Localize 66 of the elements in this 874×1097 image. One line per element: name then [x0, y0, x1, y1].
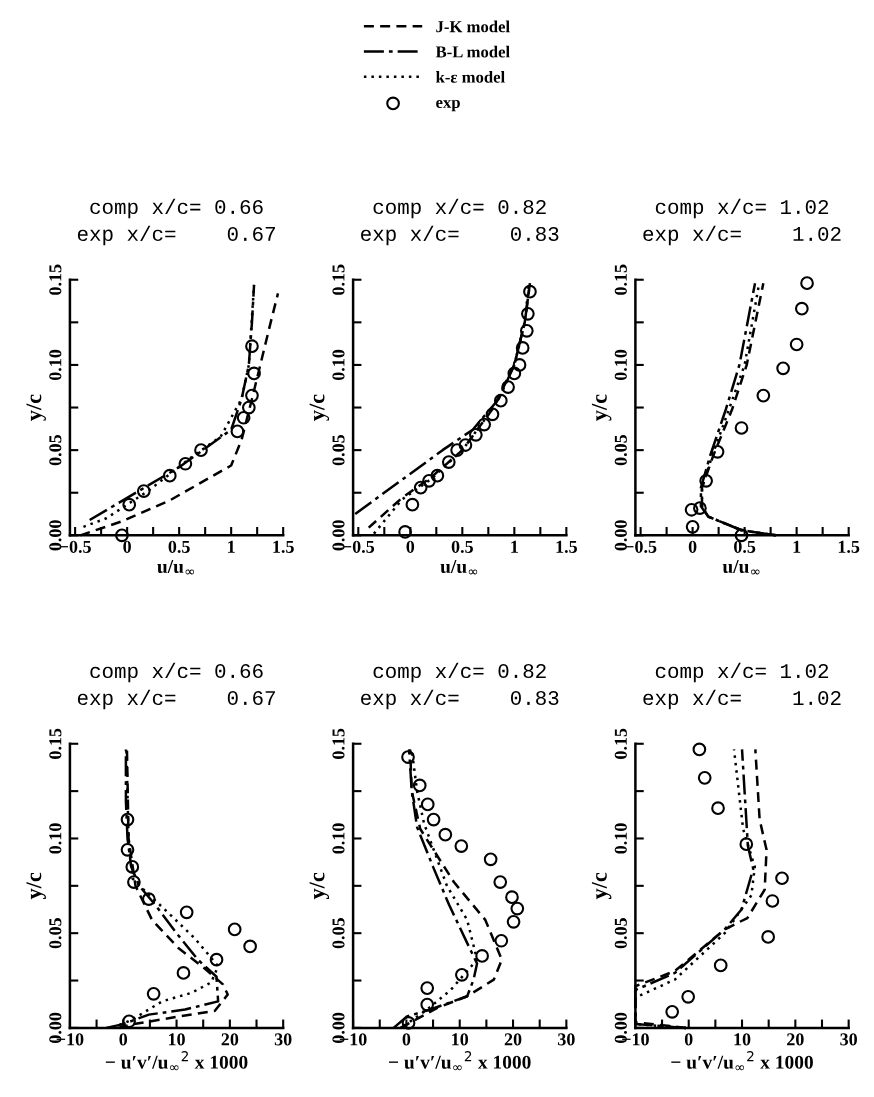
- chart-title: comp x/c= 0.66 exp x/c= 0.67: [77, 198, 275, 246]
- x-axis-title: u/u$_{∞}$: [722, 560, 760, 575]
- y-tick-label: 0.15: [332, 264, 345, 295]
- x-tick-label: 0: [123, 540, 131, 553]
- x-tick-label: 1.5: [556, 540, 577, 553]
- y-axis-title: y/c: [309, 394, 330, 421]
- x-tick-label: 0: [406, 540, 415, 553]
- x-axis-title: − u′v′/u$_{∞}$$^{2}$ x 1000: [671, 1051, 813, 1071]
- chart-title: comp x/c= 0.66 exp x/c= 0.67: [77, 662, 275, 710]
- x-tick-label: 1.5: [838, 540, 860, 553]
- y-tick-label: 0.10: [49, 349, 62, 381]
- y-tick-label: 0.10: [49, 823, 62, 854]
- x-tick-label: 0.5: [734, 540, 756, 553]
- y-tick-label: 0.00: [614, 520, 627, 551]
- x-tick-label: 0.5: [451, 540, 473, 553]
- x-tick-label: 10: [734, 1033, 751, 1046]
- x-tick-label: 30: [274, 1033, 292, 1046]
- x-tick-label: 1: [228, 540, 235, 553]
- y-tick-label: 0.10: [614, 349, 627, 381]
- x-tick-label: 30: [840, 1033, 857, 1046]
- x-axis-title: − u′v′/u$_{∞}$$^{2}$ x 1000: [105, 1051, 248, 1071]
- x-tick-label: 1: [511, 540, 518, 553]
- x-tick-label: 0: [688, 540, 697, 553]
- y-axis-title: y/c: [591, 872, 612, 900]
- x-tick-label: 20: [504, 1033, 522, 1046]
- x-tick-label: 30: [558, 1033, 575, 1046]
- x-tick-label: 10: [452, 1033, 469, 1046]
- y-tick-label: 0.15: [614, 728, 627, 759]
- x-tick-label: 10: [168, 1033, 185, 1046]
- x-tick-label: 0: [684, 1033, 693, 1046]
- x-tick-label: 20: [787, 1033, 804, 1046]
- y-tick-label: 0.10: [614, 823, 627, 854]
- chart-title: comp x/c= 1.02 exp x/c= 1.02: [643, 198, 841, 246]
- x-tick-label: 0: [119, 1033, 128, 1046]
- legend-label: J-K model: [436, 20, 510, 33]
- legend-label: exp: [436, 99, 460, 112]
- x-tick-label: 1.5: [273, 540, 294, 553]
- y-axis-title: y/c: [591, 394, 612, 421]
- y-tick-label: 0.05: [614, 435, 627, 466]
- x-axis-title: u/u$_{∞}$: [440, 560, 478, 575]
- y-tick-label: 0.15: [332, 728, 345, 759]
- y-axis-title: y/c: [26, 872, 46, 900]
- chart-title: comp x/c= 1.02 exp x/c= 1.02: [643, 662, 841, 710]
- y-tick-label: 0.05: [49, 918, 62, 949]
- chart-title: comp x/c= 0.82 exp x/c= 0.83: [361, 662, 559, 710]
- y-tick-label: 0.05: [332, 918, 345, 949]
- x-tick-label: 1: [793, 540, 801, 553]
- y-tick-label: 0.10: [332, 349, 345, 381]
- x-tick-label: −0.5: [625, 540, 657, 553]
- y-tick-label: 0.05: [332, 435, 345, 466]
- y-tick-label: 0.15: [614, 264, 627, 295]
- x-tick-label: 20: [221, 1033, 239, 1046]
- chart-title: comp x/c= 0.82 exp x/c= 0.83: [361, 198, 559, 246]
- y-tick-label: 0.05: [49, 435, 62, 466]
- y-tick-label: 0.10: [332, 823, 345, 854]
- y-tick-label: 0.15: [49, 728, 62, 759]
- y-axis-title: y/c: [309, 872, 330, 900]
- x-axis-title: u/u$_{∞}$: [157, 560, 194, 575]
- x-tick-label: 0.5: [168, 540, 190, 553]
- x-axis-title: − u′v′/u$_{∞}$$^{2}$ x 1000: [389, 1051, 531, 1071]
- legend-label: B-L model: [435, 45, 510, 58]
- legend-label: k-ε model: [435, 71, 505, 83]
- y-tick-label: 0.05: [614, 918, 627, 949]
- y-axis-title: y/c: [26, 394, 46, 421]
- y-tick-label: 0.15: [49, 264, 62, 295]
- x-tick-label: 0: [402, 1033, 411, 1046]
